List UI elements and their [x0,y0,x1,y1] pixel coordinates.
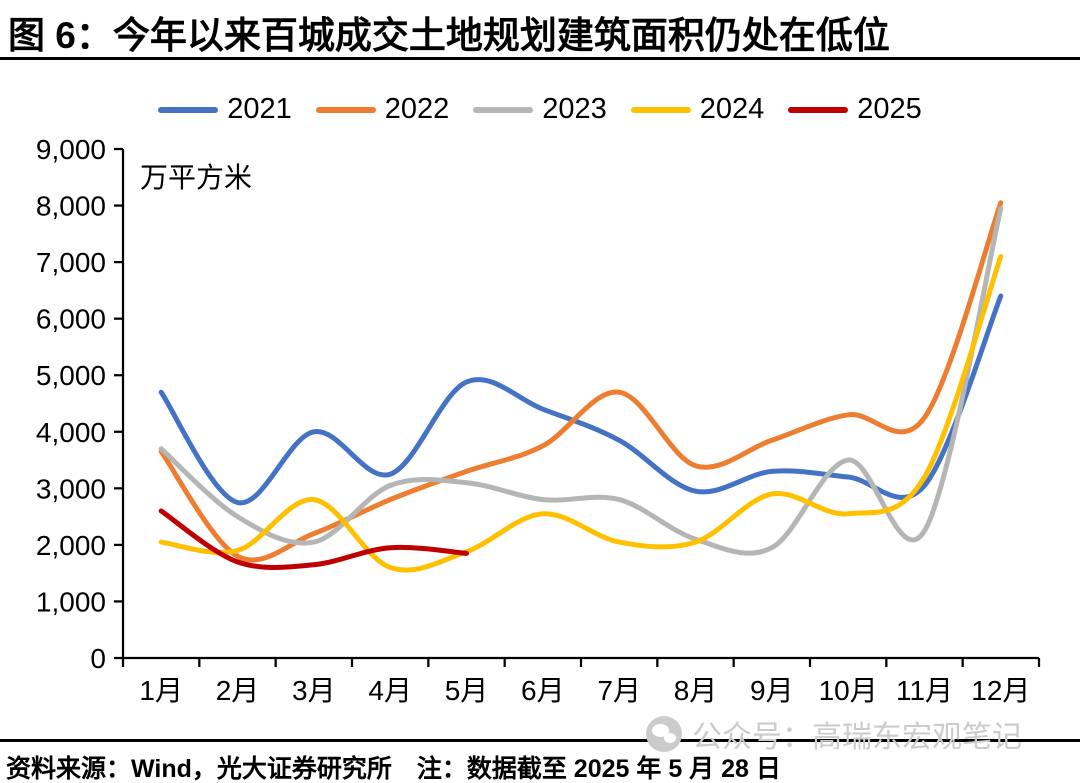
x-tick-label: 4月 [368,675,412,706]
legend-item-2023: 2023 [473,93,607,126]
chart-legend: 2021 2022 2023 2024 2025 [0,93,1080,126]
x-tick-label: 9月 [750,675,794,706]
x-tick-label: 8月 [674,675,718,706]
legend-label-2024: 2024 [699,93,765,125]
x-tick-label: 2月 [216,675,260,706]
legend-swatch-2022 [315,106,376,113]
y-axis-unit-label: 万平方米 [140,162,253,193]
y-tick-label: 1,000 [36,586,106,617]
figure-title: 图 6：今年以来百城成交土地规划建筑面积仍处在低位 [8,15,890,56]
series-line-2024 [158,254,1004,573]
legend-item-2025: 2025 [788,93,922,126]
legend-item-2024: 2024 [630,93,765,126]
y-tick-label: 6,000 [36,304,106,335]
legend-label-2025: 2025 [857,93,922,125]
series-line-2025 [158,508,469,570]
legend-swatch-2021 [158,106,219,113]
y-tick-label: 0 [90,643,106,674]
footer-divider [0,739,1080,742]
watermark-text: 公众号：高瑞东宏观笔记 [692,721,1022,754]
series-line-2021 [158,293,1004,506]
y-tick-label: 5,000 [36,360,106,391]
legend-label-2023: 2023 [542,93,607,125]
y-tick-label: 2,000 [36,530,106,561]
series-line-2022 [158,200,1004,563]
x-tick-label: 5月 [445,675,489,706]
title-divider [0,57,1080,60]
y-tick-label: 7,000 [36,247,106,278]
legend-swatch-2023 [473,106,534,113]
legend-item-2021: 2021 [158,93,292,126]
x-tick-label: 6月 [521,675,565,706]
y-tick-label: 8,000 [36,191,106,222]
x-tick-label: 11月 [896,675,953,706]
x-tick-label: 3月 [292,675,336,706]
x-tick-label: 7月 [597,675,641,706]
wechat-icon [646,716,682,752]
x-tick-label: 10月 [819,675,878,706]
y-tick-label: 3,000 [36,473,106,504]
series-line-2023 [158,205,1004,556]
source-note: 资料来源：Wind，光大证券研究所 注：数据截至 2025 年 5 月 28 日 [6,755,781,783]
legend-item-2022: 2022 [315,93,450,126]
legend-swatch-2025 [788,106,849,113]
legend-label-2021: 2021 [227,93,292,125]
watermark: 公众号：高瑞东宏观笔记 [646,712,1022,756]
y-tick-label: 4,000 [36,417,106,448]
x-tick-label: 12月 [971,675,1030,706]
x-tick-label: 1月 [139,675,183,706]
legend-swatch-2024 [630,106,691,113]
y-tick-label: 9,000 [36,134,106,165]
legend-label-2022: 2022 [384,93,450,125]
